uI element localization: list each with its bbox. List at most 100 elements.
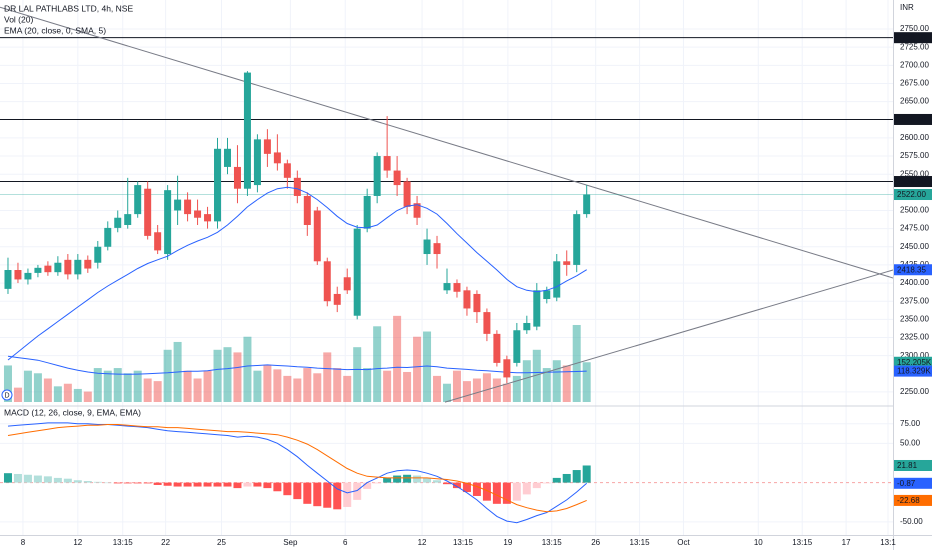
volume-bar	[333, 368, 342, 402]
histogram-bar	[452, 482, 461, 489]
candle-body	[174, 199, 182, 211]
candle-body	[134, 185, 142, 215]
candle-body	[104, 227, 112, 247]
y-tick-label: 2700.00	[900, 60, 929, 69]
volume-bar	[452, 370, 461, 402]
candle-body	[84, 259, 92, 269]
candle-body	[4, 270, 12, 289]
histogram-bar	[343, 482, 352, 507]
candle-body	[473, 293, 481, 313]
histogram-bar	[73, 480, 82, 483]
y-tick-label: 2250.00	[900, 387, 929, 396]
axis-label: 2625.40	[897, 115, 926, 124]
axis-label: 2738.10	[897, 33, 926, 42]
y-tick-label: 2650.00	[900, 97, 929, 106]
histogram-bar	[472, 482, 481, 496]
ema-legend: EMA (20, close, 0, SMA, 5)	[4, 25, 106, 35]
volume-bar	[53, 386, 62, 402]
axis-label-box	[894, 189, 932, 201]
volume-bar	[33, 373, 42, 402]
candle-body	[503, 359, 511, 378]
candle-body	[573, 214, 581, 265]
x-tick-label: 13:15	[113, 538, 134, 547]
histogram-bar	[442, 482, 451, 485]
candle-body	[54, 262, 62, 273]
volume-bar	[403, 371, 412, 402]
candle-body	[74, 259, 82, 275]
volume-bar	[123, 373, 132, 402]
candle-body	[253, 139, 261, 186]
histogram-bar	[33, 475, 42, 483]
candle-body	[44, 265, 52, 273]
candle-body	[463, 290, 471, 309]
candle-body	[164, 190, 172, 255]
histogram-bar	[43, 476, 52, 483]
volume-bar	[363, 368, 372, 402]
candle-body	[194, 210, 202, 218]
histogram-bar	[403, 474, 412, 483]
histogram-bar	[482, 482, 491, 501]
volume-bar	[243, 336, 252, 402]
volume-bar	[143, 378, 152, 402]
histogram-bar	[183, 482, 192, 487]
volume-bar	[442, 383, 451, 402]
volume-bar	[233, 352, 242, 402]
candle-body	[243, 72, 251, 189]
axis-label: 2539.90	[897, 177, 926, 186]
candle-body	[513, 330, 521, 363]
histogram-bar	[163, 482, 172, 486]
histogram-bar	[383, 477, 392, 483]
candle-body	[553, 261, 561, 298]
candle-body	[223, 148, 231, 167]
candle-body	[323, 261, 331, 302]
x-tick-label: 13:1	[880, 538, 896, 547]
histogram-bar	[582, 465, 591, 483]
volume-bar	[283, 375, 292, 402]
histogram-bar	[103, 482, 112, 484]
candle-body	[14, 270, 22, 280]
candle-body	[433, 243, 441, 255]
x-tick-label: 13:15	[542, 538, 563, 547]
volume-bar	[73, 388, 82, 402]
volume-bar	[542, 368, 551, 402]
volume-bar	[83, 391, 92, 402]
histogram-bar	[263, 482, 272, 489]
axis-label: 152.205K	[897, 358, 932, 367]
histogram-bar	[253, 482, 262, 487]
volume-bar	[183, 370, 192, 402]
y-tick-label: 50.00	[900, 438, 921, 447]
histogram-bar	[273, 482, 282, 492]
histogram-bar	[313, 482, 322, 507]
volume-bar	[203, 370, 212, 402]
candle-body	[233, 166, 241, 189]
histogram-bar	[193, 482, 202, 487]
axis-label: 2418.35	[897, 265, 926, 274]
volume-bar	[393, 315, 402, 402]
volume-bar	[343, 375, 352, 402]
candle-body	[493, 333, 501, 363]
histogram-bar	[243, 482, 252, 487]
grid	[0, 0, 893, 535]
volume-bar	[502, 383, 511, 402]
candle-body	[283, 163, 291, 178]
x-tick-label: 13:15	[453, 538, 474, 547]
volume-bar	[313, 373, 322, 402]
candle-body	[34, 267, 42, 273]
volume-bar	[462, 381, 471, 402]
x-tick-label: 26	[591, 538, 600, 547]
candle-body	[483, 312, 491, 334]
histogram-bar	[13, 473, 22, 483]
axis-label-box	[894, 365, 932, 377]
candle-body	[533, 290, 541, 327]
volume-bar	[522, 360, 531, 402]
histogram-bar	[512, 482, 521, 501]
histogram-bar	[552, 477, 561, 483]
candle-body	[64, 259, 72, 275]
volume-bar	[492, 378, 501, 402]
histogram-bar	[572, 470, 581, 483]
dividend-marker	[1, 389, 13, 401]
trend-line	[0, 6, 893, 279]
x-tick-label: 6	[343, 538, 348, 547]
histogram-bar	[23, 474, 32, 483]
